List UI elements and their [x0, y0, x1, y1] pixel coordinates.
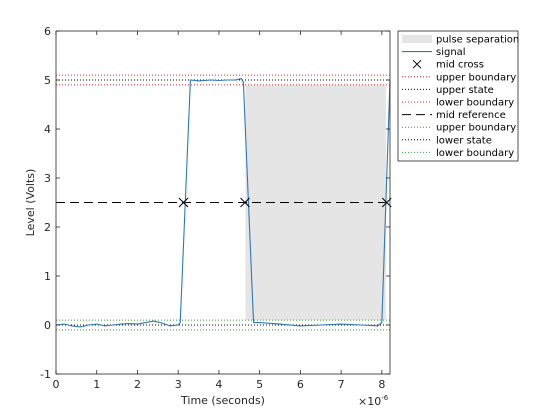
- legend-label: mid reference: [436, 110, 506, 121]
- signal-series-line: [55, 77, 391, 328]
- x-tick-label: 8: [378, 378, 385, 391]
- x-tick-label: 5: [256, 378, 263, 391]
- mid-cross-marker: [240, 197, 250, 208]
- x-tick-label: 1: [93, 378, 100, 391]
- legend-item: mid cross: [412, 59, 484, 71]
- x-axis-exponent: ×10-6: [358, 394, 389, 408]
- x-tick-label: 0: [53, 378, 60, 391]
- legend-item: upper state: [402, 85, 494, 96]
- x-tick-label: 6: [297, 378, 304, 391]
- legend-label: pulse separation: [436, 35, 519, 46]
- y-tick-label: 5: [44, 74, 51, 87]
- legend-item: pulse separation: [402, 35, 519, 46]
- legend-label: lower boundary: [436, 148, 514, 159]
- y-tick-label: 4: [44, 123, 51, 136]
- x-axis-exponent-power: -6: [381, 394, 389, 402]
- y-axis: -1 0 1 2 3 4 5 6: [40, 25, 390, 381]
- mid-cross-stroke: [178, 197, 189, 208]
- legend-label: upper boundary: [436, 123, 516, 134]
- x-axis-label: Time (seconds): [180, 394, 265, 407]
- x-tick-label: 7: [338, 378, 345, 391]
- y-tick-label: 3: [44, 172, 51, 185]
- plot-frame: [55, 30, 391, 375]
- legend-item: lower boundary: [402, 148, 514, 159]
- mid-cross-marker: [178, 197, 189, 208]
- y-tick-label: 2: [44, 221, 51, 234]
- x-tick-label: 4: [215, 378, 222, 391]
- x-axis-exponent-base: ×10: [358, 395, 381, 408]
- legend-label: upper boundary: [436, 72, 516, 83]
- mid-cross-stroke: [240, 197, 250, 208]
- y-tick-label: 0: [44, 319, 51, 332]
- legend-label: lower boundary: [436, 98, 514, 109]
- legend-x-swatch: [412, 59, 422, 69]
- x-tick-label: 2: [134, 378, 141, 391]
- x-axis: 0 1 2 3 4 5 6 7 8: [53, 31, 385, 391]
- y-axis-label: Level (Volts): [24, 169, 37, 237]
- legend-patch-swatch: [402, 35, 432, 43]
- x-tick-label: 3: [175, 378, 182, 391]
- legend-label: signal: [436, 47, 466, 58]
- legend-item: mid reference: [402, 110, 506, 121]
- legend-label: upper state: [436, 85, 494, 96]
- plot-area: [55, 30, 392, 375]
- y-tick-label: 1: [44, 270, 51, 283]
- y-tick-label: -1: [40, 368, 51, 381]
- legend-item: upper boundary: [402, 123, 516, 134]
- legend-item: lower boundary: [402, 98, 514, 109]
- legend-item: lower state: [402, 135, 492, 146]
- legend-label: mid cross: [436, 60, 484, 71]
- legend-item: upper boundary: [402, 72, 516, 83]
- legend-label: lower state: [436, 135, 492, 146]
- legend-item: signal: [402, 47, 466, 58]
- y-tick-label: 6: [44, 25, 51, 38]
